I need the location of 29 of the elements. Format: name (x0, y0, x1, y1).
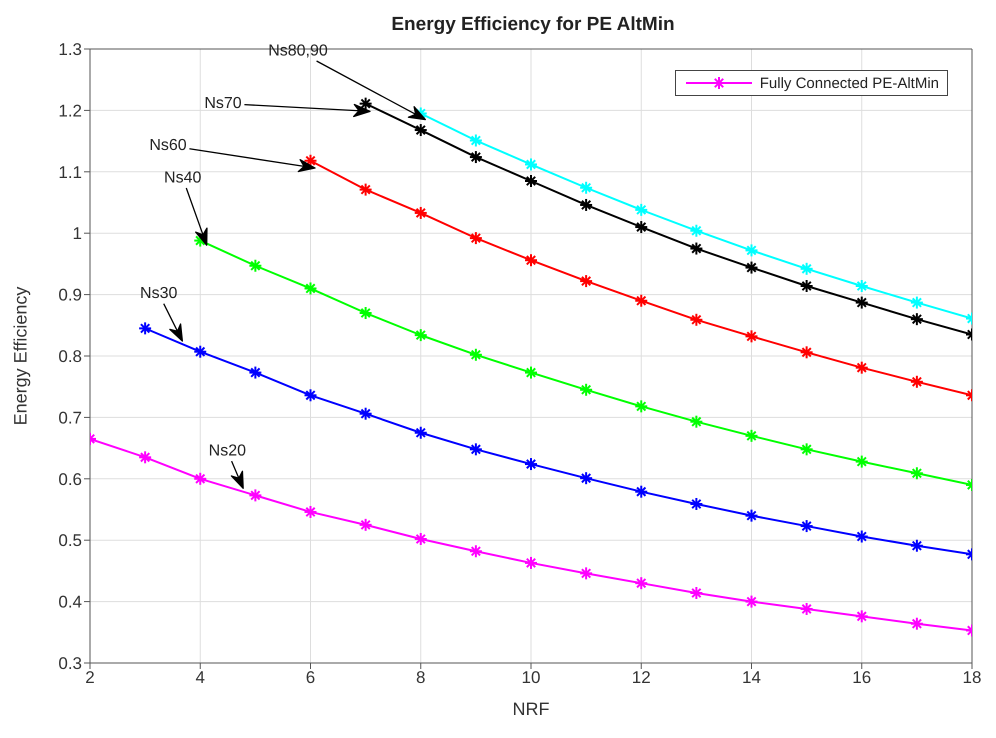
x-axis-title: NRF (512, 699, 550, 719)
y-tick-label: 0.7 (58, 408, 82, 428)
y-tick-label: 1.2 (58, 101, 82, 120)
annotation: Ns40 (164, 170, 202, 186)
y-axis-title: Energy Efficiency (10, 286, 30, 426)
annotation: Ns70 (204, 95, 242, 112)
legend-label: Fully Connected PE-AltMin (760, 74, 939, 92)
x-tick-label: 14 (742, 668, 761, 688)
y-tick-label: 0.8 (58, 347, 82, 366)
y-tick-label: 1.3 (58, 40, 82, 60)
x-tick-label: 4 (196, 668, 205, 688)
x-tick-label: 8 (416, 668, 426, 688)
x-tick-label: 12 (632, 668, 651, 688)
annotation: Ns30 (140, 285, 178, 302)
y-tick-label: 0.4 (58, 592, 82, 612)
x-tick-label: 10 (522, 668, 540, 688)
x-tick-label: 18 (962, 668, 982, 688)
y-tick-label: 1 (72, 224, 82, 244)
x-tick-label: 16 (852, 668, 872, 688)
x-tick-label: 2 (85, 668, 95, 688)
y-tick-label: 0.6 (58, 470, 82, 489)
y-tick-label: 0.3 (58, 654, 82, 674)
annotation: Ns20 (208, 442, 246, 460)
y-tick-label: 1.1 (58, 162, 82, 182)
x-tick-label: 6 (306, 668, 316, 688)
annotation: Ns60 (149, 137, 187, 154)
y-tick-label: 0.9 (58, 286, 82, 305)
chart-title: Energy Efficiency for PE AltMin (390, 14, 676, 36)
y-tick-label: 0.5 (58, 531, 82, 550)
